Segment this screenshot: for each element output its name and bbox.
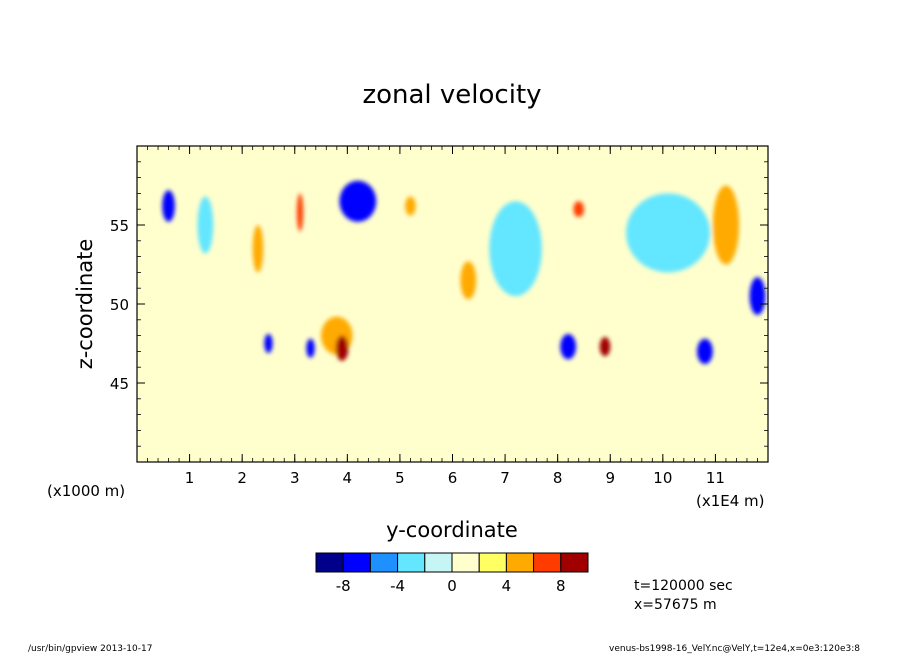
colorbar-label: -8 [336,577,351,595]
field-region-18 [489,201,542,297]
x-tick-label: 9 [605,469,615,487]
field-region-15 [749,277,766,316]
footer-right: venus-bs1998-16_VelY.nc@VelY,t=12e4,x=0e… [609,644,860,654]
annotation-time: t=120000 sec [634,578,733,594]
field-background [137,146,768,462]
field-region-8 [306,338,315,358]
field-region-6 [339,180,377,222]
colorbar-swatch [342,552,371,573]
colorbar-label: 8 [556,577,566,595]
x-tick-label: 4 [343,469,353,487]
x-tick-label: 3 [290,469,300,487]
x-tick-label: 1 [185,469,195,487]
field-cells [137,146,768,462]
field-region-17 [626,193,711,273]
colorbar-swatch [424,552,453,573]
x-tick-label: 6 [448,469,458,487]
colorbar-label: 0 [447,577,457,595]
x-axis-label: y-coordinate [386,518,518,542]
x-unit-left: (x1000 m) [47,482,125,500]
field-region-5 [335,335,349,361]
annotation-x: x=57675 m [634,597,717,613]
x-tick-label: 10 [653,469,672,487]
y-tick-label: 50 [110,296,129,314]
field-region-10 [460,261,477,300]
colorbar-swatch [369,552,399,573]
field-region-12 [560,334,577,360]
field-region-1 [197,196,214,254]
chart-title: zonal velocity [362,80,541,110]
colorbar-swatch [505,552,535,573]
x-tick-label: 11 [706,469,725,487]
field-region-9 [405,196,416,216]
colorbar-swatch [560,552,589,573]
x-unit-right: (x1E4 m) [696,492,765,510]
field-region-3 [296,193,304,232]
x-tick-label: 5 [395,469,405,487]
field-region-7 [264,334,273,353]
y-ticks: 45 50 55 [110,145,768,463]
x-tick-label: 7 [500,469,510,487]
field-region-14 [712,185,740,265]
x-tick-label: 8 [553,469,563,487]
colorbar-label: 4 [502,577,512,595]
field-region-0 [162,190,175,222]
field-region-2 [252,225,264,273]
x-ticks: 1 2 3 4 5 6 7 8 9 10 11 [136,146,769,487]
footer-left: /usr/bin/gpview 2013-10-17 [28,644,152,654]
y-tick-label: 45 [110,375,129,393]
x-tick-label: 2 [237,469,247,487]
field-region-16 [697,338,713,365]
colorbar-swatch [451,552,480,573]
colorbar-label: -4 [390,577,405,595]
y-tick-label: 55 [110,217,129,235]
field-region-13 [599,337,611,357]
colorbar-swatch [397,552,426,573]
y-axis-label: z-coordinate [73,239,97,370]
field-region-11 [573,201,584,218]
colorbar-swatch [533,552,562,573]
colorbar-swatch [478,552,507,573]
colorbar-swatch [315,552,344,573]
colorbar: -8 -4 0 4 8 [315,552,589,595]
